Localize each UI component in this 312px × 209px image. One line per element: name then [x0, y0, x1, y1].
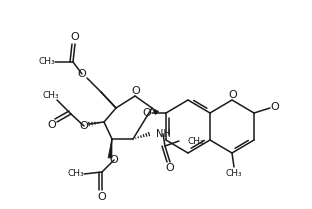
Text: O: O	[48, 120, 56, 130]
Polygon shape	[108, 139, 112, 158]
Text: CH₃: CH₃	[187, 136, 204, 145]
Text: O: O	[271, 102, 279, 112]
Text: O: O	[143, 108, 151, 118]
Polygon shape	[152, 108, 158, 115]
Text: NH: NH	[156, 129, 171, 139]
Text: O: O	[166, 163, 174, 173]
Text: CH₃: CH₃	[43, 92, 59, 101]
Text: O: O	[229, 90, 237, 100]
Text: CH₃: CH₃	[226, 169, 242, 178]
Text: CH₃: CH₃	[39, 57, 55, 66]
Text: CH₃: CH₃	[68, 169, 84, 178]
Text: O: O	[78, 69, 86, 79]
Text: O: O	[98, 192, 106, 202]
Text: O: O	[132, 86, 140, 96]
Text: O: O	[110, 155, 118, 165]
Text: O: O	[80, 121, 88, 131]
Text: O: O	[71, 32, 79, 42]
